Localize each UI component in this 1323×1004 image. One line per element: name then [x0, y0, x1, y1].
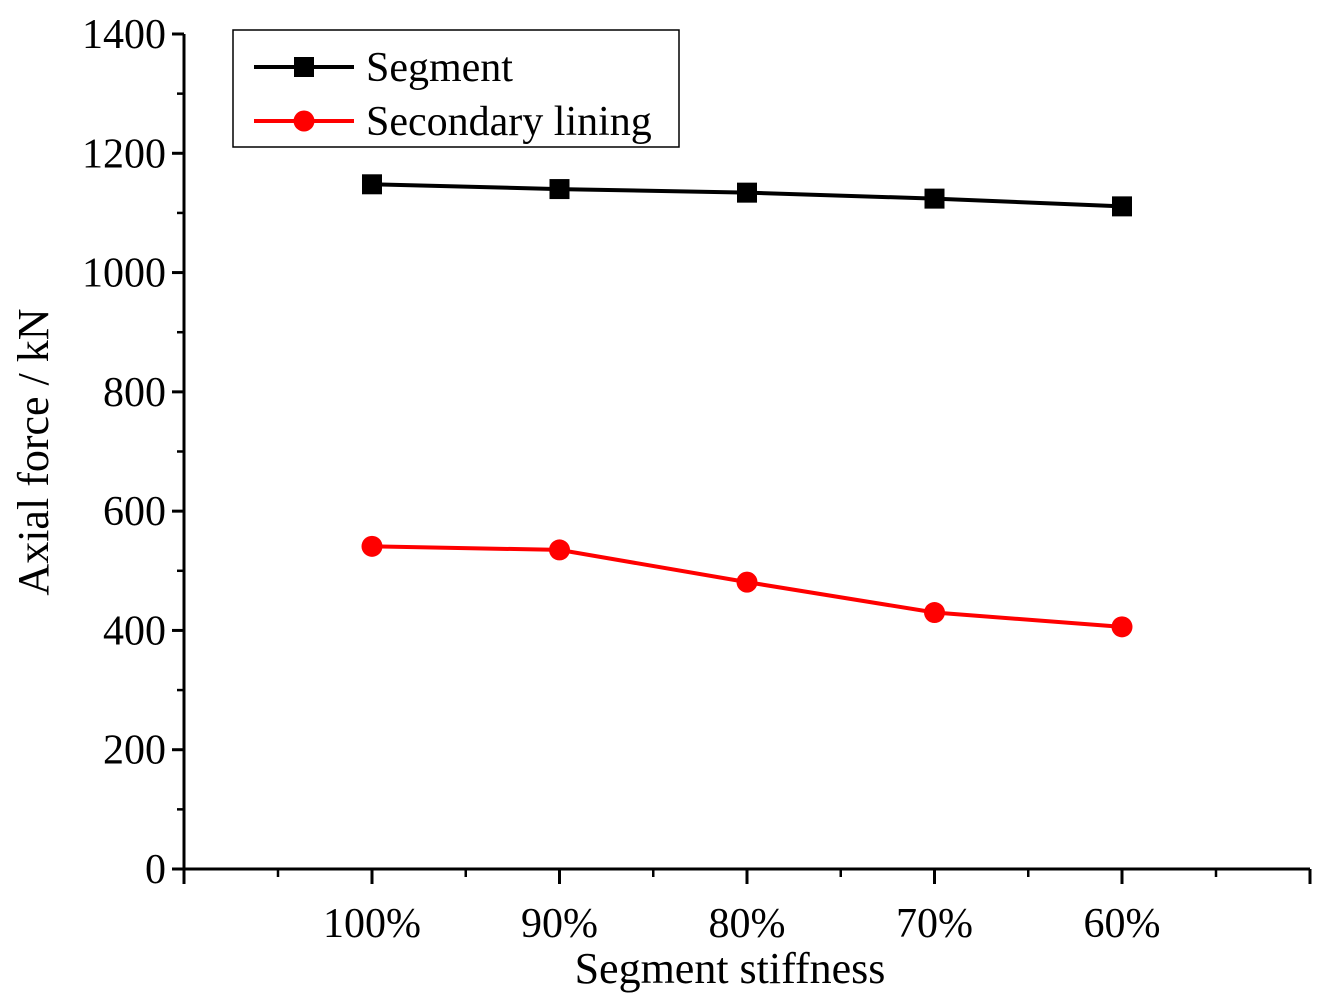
- axes: 0 200 400 600 800 1000 1200 1400 100% 90% 80% 70% 60…: [82, 12, 1312, 947]
- data-point: [362, 174, 382, 195]
- data-point: [549, 179, 570, 200]
- data-point: [924, 188, 945, 209]
- data-point: [736, 571, 758, 593]
- data-point: [1111, 616, 1133, 638]
- data-point: [361, 535, 383, 557]
- x-tick-label: 70%: [896, 901, 973, 947]
- x-tick-label: 90%: [521, 901, 598, 947]
- y-tick-label: 1400: [82, 12, 166, 58]
- data-point: [1112, 196, 1132, 217]
- series-secondary-lining: [361, 535, 1133, 638]
- legend-label: Segment: [366, 45, 513, 91]
- x-axis-title: Segment stiffness: [575, 944, 886, 993]
- y-axis-title: Axial force / kN: [9, 308, 58, 595]
- series-layer: [361, 174, 1133, 638]
- y-tick-label: 1000: [82, 251, 166, 297]
- data-point: [924, 602, 945, 624]
- legend: Segment Secondary lining: [232, 29, 680, 148]
- y-tick-label: 1200: [82, 131, 166, 177]
- y-tick-label: 400: [103, 608, 166, 654]
- x-tick-label: 80%: [709, 901, 786, 947]
- legend-label: Secondary lining: [366, 99, 652, 145]
- y-tick-label: 200: [103, 728, 166, 774]
- data-point: [549, 539, 570, 561]
- x-tick-label: 60%: [1084, 901, 1161, 947]
- series-segment: [362, 174, 1132, 217]
- x-tick-label: 100%: [323, 901, 421, 947]
- legend-marker: [294, 57, 314, 77]
- y-tick-label: 800: [103, 370, 166, 416]
- legend-marker: [293, 110, 315, 132]
- data-point: [737, 182, 757, 203]
- y-tick-label: 0: [145, 847, 166, 893]
- y-tick-label: 600: [103, 489, 166, 535]
